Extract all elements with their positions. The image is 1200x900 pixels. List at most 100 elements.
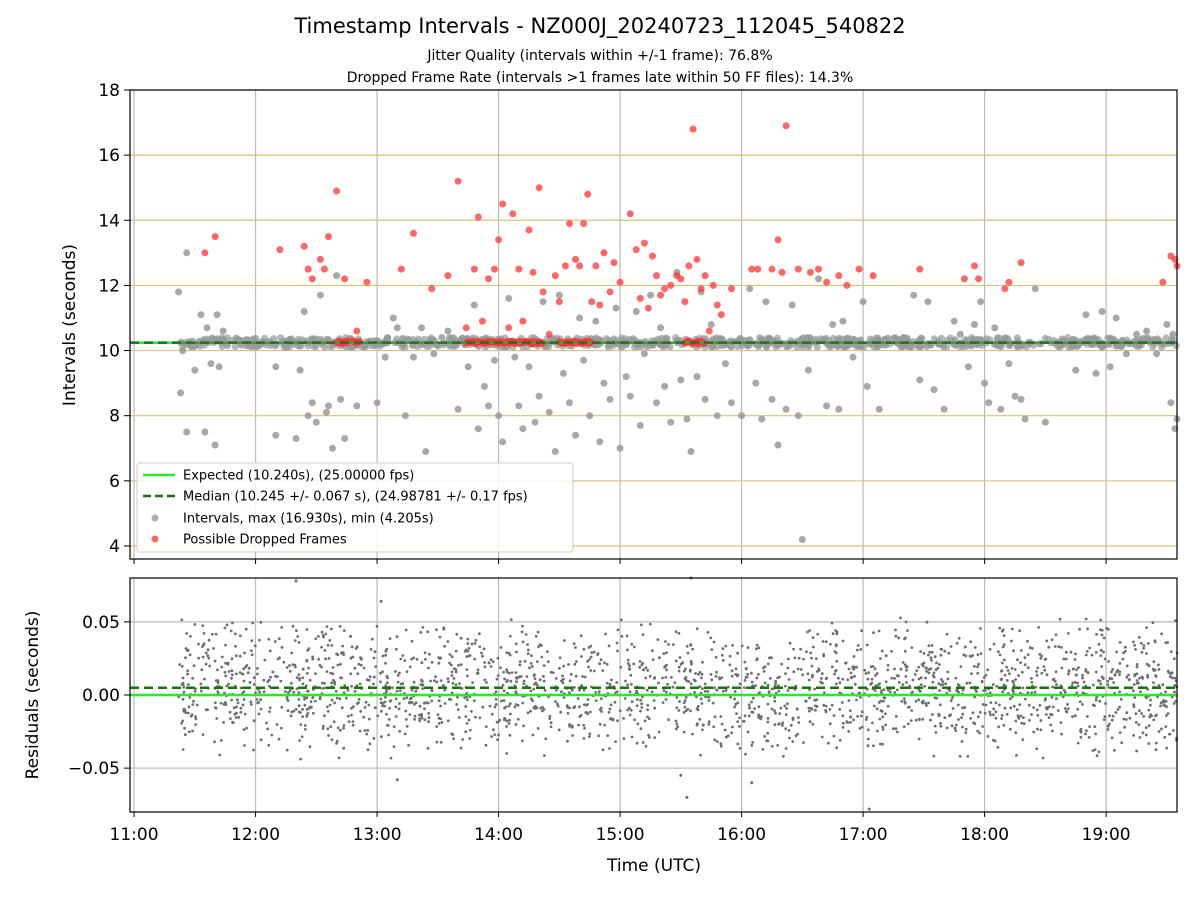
residual-point	[561, 674, 564, 678]
residual-point	[548, 717, 552, 720]
residual-point	[538, 678, 542, 682]
residual-point	[1140, 650, 1144, 654]
residual-point	[785, 707, 788, 710]
residual-point	[616, 719, 619, 723]
interval-point	[916, 376, 924, 384]
dropped-frame-point	[823, 278, 831, 286]
interval-point	[677, 376, 685, 384]
residual-point	[661, 676, 664, 680]
residual-point	[822, 653, 825, 656]
interval-point	[586, 412, 594, 420]
residual-point	[466, 642, 470, 645]
residual-point	[997, 650, 1000, 654]
residual-point	[629, 673, 633, 677]
residual-point	[527, 648, 530, 652]
residual-point	[1041, 756, 1045, 760]
residual-point	[640, 663, 644, 667]
residual-point	[1040, 671, 1044, 675]
residual-point	[633, 718, 636, 722]
residual-point	[783, 704, 787, 708]
residual-point	[1162, 703, 1166, 707]
residual-point	[896, 674, 900, 678]
residual-point	[1051, 729, 1054, 733]
residual-point	[968, 681, 972, 685]
residual-point	[1151, 621, 1155, 625]
residual-point	[1060, 646, 1063, 649]
residual-point	[1120, 741, 1124, 745]
dropped-frame-point	[566, 220, 573, 227]
residual-point	[363, 729, 367, 732]
residual-point	[342, 653, 345, 656]
residual-point	[1155, 741, 1158, 745]
residual-point	[371, 637, 374, 641]
residual-point	[583, 726, 586, 730]
residual-point	[955, 641, 959, 645]
residual-point	[256, 667, 259, 670]
interval-point	[774, 441, 782, 449]
residual-point	[569, 672, 573, 676]
residual-point	[200, 645, 204, 648]
residual-point	[1044, 706, 1048, 710]
residual-point	[420, 678, 423, 682]
residual-point	[897, 681, 901, 684]
residual-point	[230, 698, 234, 702]
residual-point	[437, 699, 441, 703]
dropped-frame-point	[697, 285, 705, 293]
residual-point	[505, 680, 509, 683]
residual-point	[633, 645, 636, 649]
residual-point	[242, 679, 246, 683]
residual-point	[706, 690, 710, 693]
residual-point	[468, 737, 472, 740]
dropped-frame-point	[748, 265, 756, 273]
residual-point	[773, 723, 777, 727]
interval-point	[713, 412, 721, 420]
dropped-frame-point	[971, 262, 978, 270]
interval-point	[663, 335, 671, 343]
residual-point	[235, 705, 238, 709]
residual-point	[252, 719, 256, 723]
residual-point	[297, 691, 301, 694]
residual-point	[1142, 646, 1145, 650]
residual-point	[340, 676, 343, 680]
residual-point	[245, 726, 248, 730]
residual-point	[1000, 669, 1004, 672]
dropped-frame-point	[539, 288, 547, 296]
residual-point	[442, 627, 446, 631]
legend-entry: Intervals, max (16.930s), min (4.205s)	[183, 512, 434, 527]
residual-point	[379, 701, 383, 705]
residual-point	[578, 705, 581, 709]
residual-point	[235, 654, 238, 658]
residual-point	[594, 699, 598, 702]
residual-point	[759, 717, 762, 721]
dropped-frame-point	[596, 301, 604, 309]
residual-point	[259, 620, 263, 624]
residual-point	[1076, 684, 1080, 688]
residual-point	[1086, 627, 1089, 631]
residual-point	[784, 727, 788, 731]
residual-point	[713, 686, 716, 690]
residual-point	[932, 671, 936, 675]
residual-point	[1038, 704, 1042, 707]
residual-point	[830, 703, 834, 707]
residual-point	[185, 632, 189, 635]
residual-point	[807, 706, 811, 710]
residual-point	[242, 690, 246, 694]
x-tick-label: 12:00	[231, 825, 280, 845]
residual-point	[299, 723, 303, 726]
residual-point	[340, 706, 344, 710]
residual-point	[936, 666, 940, 670]
residual-point	[878, 717, 882, 721]
residual-point	[724, 735, 728, 739]
residual-point	[407, 743, 410, 747]
residual-point	[450, 691, 454, 695]
residual-point	[522, 724, 525, 728]
residual-point	[1102, 718, 1106, 721]
residual-point	[579, 634, 583, 638]
residual-point	[950, 696, 954, 700]
residual-point	[328, 639, 332, 642]
residual-point	[941, 683, 945, 686]
interval-point	[505, 294, 513, 302]
residual-point	[730, 674, 734, 678]
residual-point	[863, 668, 867, 672]
residual-point	[834, 669, 838, 672]
